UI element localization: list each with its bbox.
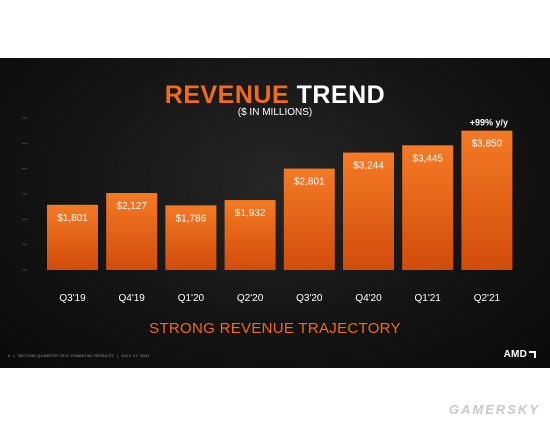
category-label: Q1'20 [178,293,205,304]
growth-annotation: +99% y/y [470,118,508,128]
bar-value-label: $2,801 [294,177,325,188]
slide-title: REVENUE TREND [0,81,550,110]
category-label: Q4'20 [355,293,382,304]
category-label: Q3'19 [59,293,86,304]
slide-subtitle: ($ IN MILLIONS) [237,107,313,118]
bar-Q3'19 [47,204,98,270]
bar-value-label: $3,445 [412,153,443,164]
bar-value-label: $3,850 [472,139,503,150]
title-trend: TREND [296,81,386,109]
bar-value-label: $3,244 [353,161,384,172]
bar-Q4'20 [343,152,394,270]
revenue-bar-chart: $1,801 Q3'19 $2,127 Q4'19 $1,786 Q1'20 $1,932 Q… [22,117,513,304]
bar-Q1'21 [402,145,454,270]
category-label: Q4'19 [119,293,146,304]
bars-group: $1,801 Q3'19 $2,127 Q4'19 $1,786 Q1'20 $1,932 Q… [47,118,513,304]
bar-value-label: $2,127 [116,201,147,212]
bar-value-label: $1,801 [57,213,88,224]
amd-arrow-icon [529,351,536,358]
bar-Q3'20 [283,168,335,270]
bar-value-label: $1,932 [235,208,266,219]
category-label: Q2'21 [474,293,501,304]
amd-logo-text: AMD [503,349,527,360]
footer-page-number: 9 [8,353,11,358]
bar-value-label: $1,786 [176,213,207,224]
category-label: Q1'21 [415,293,442,304]
bar-Q4'19 [106,193,158,270]
watermark: GAMERSKY [448,402,540,417]
bar-Q2'20 [224,200,276,270]
footer-text: SECOND QUARTER 2021 FINANCIAL RESULTS [17,353,114,358]
slide-tagline: STRONG REVENUE TRAJECTORY [149,320,401,337]
slide-footer: 9 | SECOND QUARTER 2021 FINANCIAL RESULTS |… [8,353,150,358]
footer-date: JULY 27, 2021 [121,353,150,358]
amd-logo: AMD [504,349,536,360]
title-revenue: REVENUE [164,81,290,109]
slide: REVENUE TREND ($ IN MILLIONS) $1,801 Q3'1… [0,58,550,368]
category-label: Q3'20 [296,293,323,304]
y-axis-ticks [22,117,27,271]
bar-Q1'20 [165,205,217,270]
bar-Q2'21 [461,130,513,270]
category-label: Q2'20 [237,293,264,304]
